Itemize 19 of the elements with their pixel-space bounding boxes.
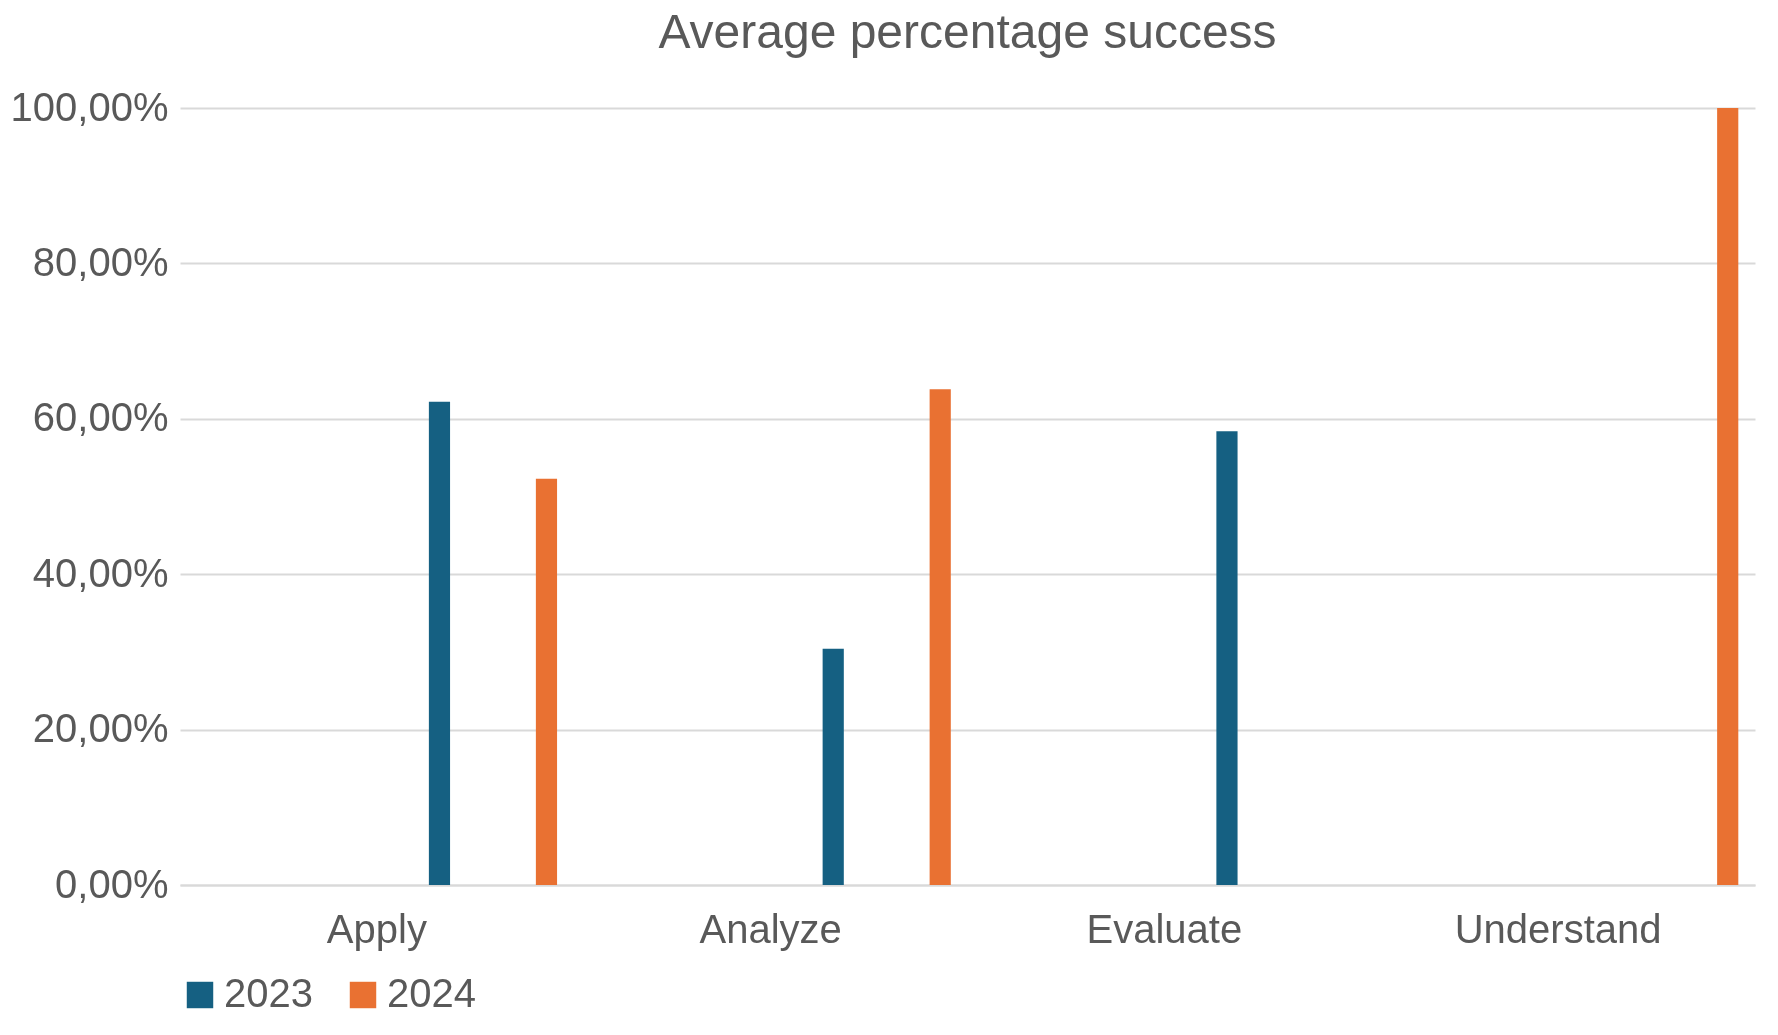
x-tick-label: Apply — [326, 906, 427, 951]
bar — [428, 401, 451, 885]
chart-title: Average percentage success — [658, 5, 1277, 58]
y-tick-label: 60,00% — [32, 395, 169, 440]
bar — [535, 478, 558, 885]
legend-label: 2023 — [224, 971, 313, 1015]
legend-label: 2024 — [387, 971, 476, 1015]
x-tick-label: Evaluate — [1086, 906, 1243, 951]
bar — [822, 648, 844, 885]
bar — [1717, 108, 1739, 885]
y-tick-label: 80,00% — [32, 239, 169, 284]
bar — [1216, 431, 1238, 885]
x-tick-label: Understand — [1454, 906, 1662, 951]
y-tick-label: 100,00% — [10, 84, 169, 129]
y-tick-label: 0,00% — [55, 861, 169, 906]
x-tick-label: Analyze — [699, 906, 842, 951]
y-tick-label: 20,00% — [32, 706, 169, 751]
y-tick-label: 40,00% — [32, 550, 169, 595]
bar — [929, 389, 951, 885]
